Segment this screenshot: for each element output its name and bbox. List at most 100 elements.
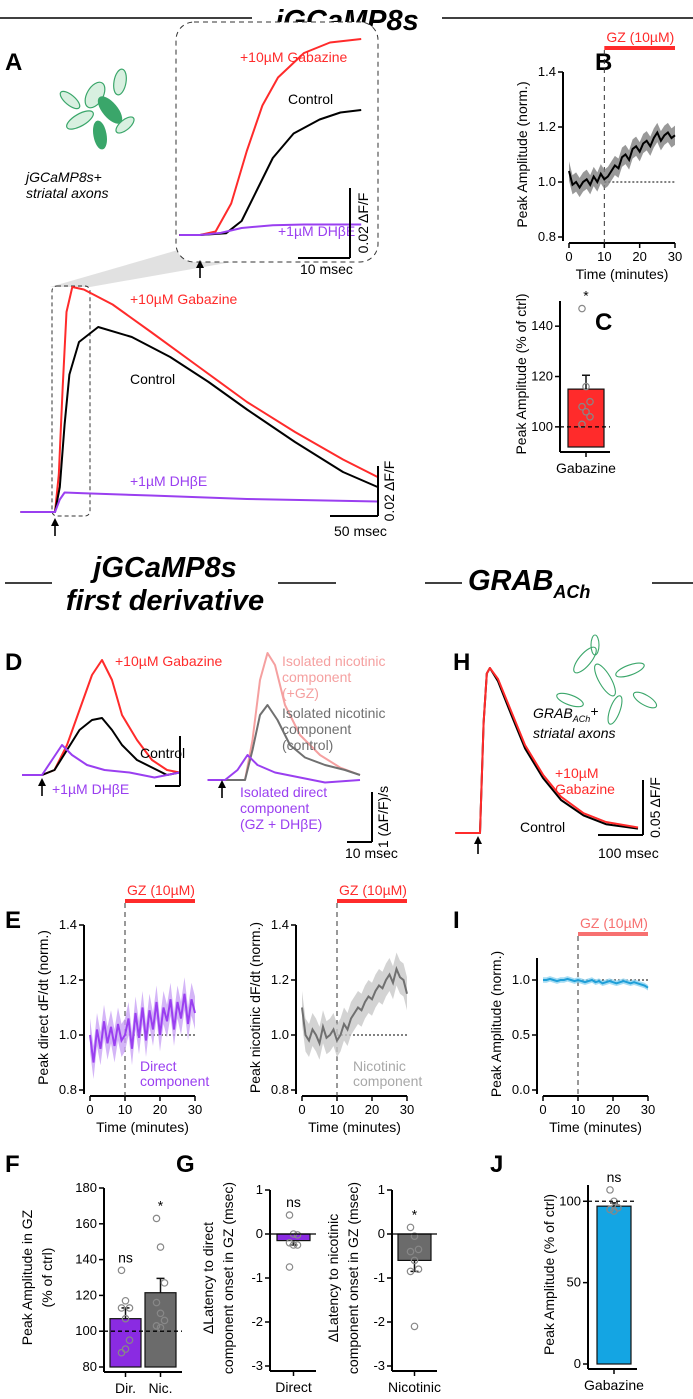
y-tick-label: 0.8 [538,229,556,244]
trace-label-line: Control [130,371,175,387]
x-tick-label: 20 [153,1102,167,1117]
data-point [152,1298,161,1307]
treatment-label: GZ (10µM) [606,29,674,45]
y-tick-label: 1.0 [512,972,530,987]
data-point [606,1205,614,1214]
x-axis-label: Time (minutes) [576,266,669,282]
data-point [406,1267,415,1276]
trace-line [455,667,639,834]
data-point [586,397,594,406]
jgcamp-illustration-label-2: striatal axons [26,185,108,201]
y-tick-label: 1.4 [271,917,289,932]
y-axis-label: ΔLatency to direct [200,1222,216,1334]
mean-line [301,965,408,1047]
x-axis-label: Time (minutes) [549,1119,642,1135]
trace-label-line: +1µM DHβE [130,473,207,489]
y-axis-label: Peak nicotinic dF/dt (norm.) [247,922,263,1093]
scale-bar-x-label: 100 msec [598,845,659,861]
header-title: GRABACh [468,565,590,602]
stimulus-arrow-icon [196,260,204,268]
y-tick-label: 0 [378,1226,385,1241]
data-point [578,402,586,411]
y-tick-label: -2 [251,1314,263,1329]
y-tick-label: 100 [75,1323,97,1338]
mean-line [89,993,196,1063]
significance-label: * [583,288,589,304]
scale-bar-x-label: 10 msec [345,845,398,861]
data-point [125,1336,134,1344]
data-point [582,407,590,416]
series-label-line: Direct [140,1058,177,1074]
data-point [414,1265,423,1274]
data-point [160,1316,169,1325]
trace-line [20,491,378,513]
significance-label: ns [607,1169,622,1185]
x-tick-label: 10 [330,1102,344,1117]
y-tick-label: -3 [251,1358,263,1373]
data-point [410,1322,419,1331]
trace-label-line: Control [140,745,185,761]
header-derivative: jGCaMP8s first derivative [5,552,336,617]
trace-label-line: component [240,800,309,816]
data-point [125,1304,134,1312]
y-tick-label: 1.0 [538,174,556,189]
trace-label-line: Control [288,91,333,107]
mean-line [568,130,676,190]
y-axis-label: Peak direct dF/dt (norm.) [35,930,51,1085]
trace-line [22,717,180,776]
header-title-line1: jGCaMP8s [89,552,236,584]
trace-label-line: Isolated direct [240,784,327,800]
trace-label-line: (+GZ) [282,685,319,701]
y-axis-label: Peak Amplitude (% of ctrl) [541,1194,557,1355]
y-tick-label: 1.0 [271,1027,289,1042]
trace-label: Isolated nicotinic component (control) [282,705,386,753]
y-axis-label: Peak Amplitude (% of ctrl) [513,293,529,454]
x-tick-label: Nic. [148,1380,172,1396]
x-tick-label: 20 [632,249,646,264]
stimulus-arrow-icon [218,780,226,788]
x-tick-label: Gabazine [584,1377,644,1393]
x-tick-label: 10 [118,1102,132,1117]
y-axis-label: Peak Amplitude in GZ [19,1209,35,1345]
x-axis-label: Time (minutes) [308,1119,401,1135]
header-grab: GRABACh [425,565,693,602]
x-tick-label: 10 [571,1102,585,1117]
x-tick-label: 30 [641,1102,655,1117]
y-tick-label: 140 [75,1252,97,1267]
y-tick-label: 100 [559,1193,581,1208]
panel-label-e: E [5,907,21,934]
trace-label: +1µM DHβE [278,223,355,239]
y-axis-label: ΔLatency to nicotinic [325,1214,341,1342]
data-point [121,1345,130,1353]
x-tick-label: 0 [565,249,572,264]
y-tick-label: 0.5 [512,1027,530,1042]
trace-panel-d-right: Isolated nicotinic component (+GZ)Isolated… [207,652,398,861]
header-main: GRAB [468,565,553,597]
data-point [285,1263,294,1271]
data-point [293,1231,302,1239]
scale-bar-y-label: 0.05 ΔF/F [647,777,663,838]
trace-line [207,704,361,781]
panel-label-a: A [5,49,22,76]
series-label-line: component [353,1073,422,1089]
trace-label-line: component [282,721,351,737]
data-point [117,1304,126,1312]
y-axis-label: component onset in GZ (msec) [345,1182,361,1374]
x-tick-label: Gabazine [556,460,616,476]
y-tick-label: -2 [373,1314,385,1329]
y-tick-label: 0.8 [271,1082,289,1097]
trace-label-line: component [282,669,351,685]
grab-axon-illustration [556,634,658,725]
grab-label-main: GRAB [533,705,573,721]
y-tick-label: 0.8 [59,1082,77,1097]
y-tick-label: 1.0 [59,1027,77,1042]
data-point [121,1296,130,1305]
y-tick-label: 120 [531,369,553,384]
data-point [156,1309,165,1318]
jgcamp-axon-illustration [59,68,135,150]
data-point [582,382,590,391]
x-tick-label: 30 [668,249,682,264]
